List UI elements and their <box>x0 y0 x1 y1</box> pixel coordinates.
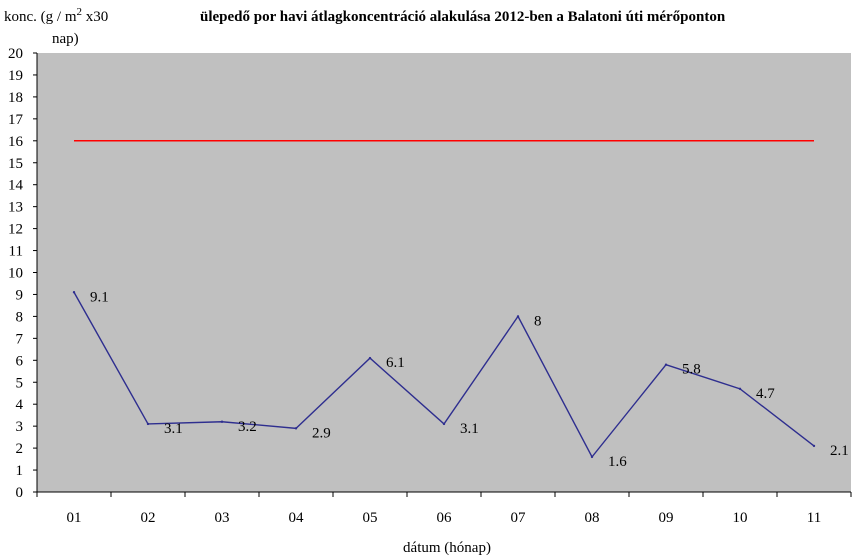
data-label: 2.9 <box>312 425 331 441</box>
data-point <box>738 387 742 391</box>
data-label-layer: 9.1 3.1 3.2 2.9 6.1 3.1 8 1.6 5.8 4.7 2.1 <box>90 289 849 470</box>
x-tick-label: 11 <box>807 510 821 526</box>
data-point <box>812 444 816 448</box>
plot-area <box>37 53 851 492</box>
y-tick-label: 17 <box>8 112 24 128</box>
y-tick-label: 7 <box>16 331 24 347</box>
y-tick-label: 19 <box>8 68 23 84</box>
data-label: 4.7 <box>756 386 775 402</box>
y-tick-label: 18 <box>8 90 23 106</box>
y-axis-title-line1: konc. (g / m2 x30 <box>4 6 108 25</box>
x-tick-label: 08 <box>585 510 600 526</box>
x-tick-label: 04 <box>289 510 305 526</box>
y-axis-title-line2: nap) <box>52 31 79 47</box>
data-point <box>368 356 372 360</box>
data-label: 8 <box>534 313 542 329</box>
data-label: 1.6 <box>608 454 627 470</box>
x-tick-label: 05 <box>363 510 378 526</box>
data-label: 6.1 <box>386 355 405 371</box>
y-tick-label: 12 <box>8 222 23 238</box>
data-point <box>146 422 150 426</box>
data-point <box>516 315 520 318</box>
y-tick-label: 2 <box>16 441 24 457</box>
y-tick-label: 6 <box>16 353 24 369</box>
data-label: 9.1 <box>90 289 109 305</box>
chart-title: ülepedő por havi átlagkoncentráció alaku… <box>200 9 726 25</box>
y-tick-label: 10 <box>8 266 23 282</box>
x-tick-label: 01 <box>67 510 82 526</box>
x-axis-title: dátum (hónap) <box>403 540 491 556</box>
y-axis-title-prefix: konc. (g / m <box>4 9 77 25</box>
data-label: 3.2 <box>238 419 257 435</box>
data-label: 2.1 <box>830 443 849 459</box>
data-point <box>220 420 224 423</box>
y-tick-label: 20 <box>8 46 23 62</box>
y-tick-label: 8 <box>16 309 24 325</box>
x-tick-label: 07 <box>511 510 527 526</box>
data-label: 5.8 <box>682 362 701 378</box>
y-tick-label: 0 <box>16 485 24 501</box>
x-tick-label: 06 <box>437 510 453 526</box>
data-point <box>294 427 298 430</box>
y-tick-label: 1 <box>16 463 24 479</box>
x-axis-ticks: 01 02 03 04 05 06 07 08 09 10 11 <box>36 492 852 526</box>
x-tick-label: 02 <box>141 510 156 526</box>
data-label: 3.1 <box>164 421 183 437</box>
y-tick-label: 15 <box>8 156 23 172</box>
y-axis-title-superscript: 2 <box>77 6 83 18</box>
y-tick-label: 3 <box>16 419 24 435</box>
x-tick-label: 03 <box>215 510 230 526</box>
data-point <box>590 455 594 459</box>
data-point <box>72 291 76 294</box>
series-layer <box>72 291 816 459</box>
y-tick-label: 14 <box>8 178 24 194</box>
y-tick-label: 11 <box>9 244 23 260</box>
y-axis-title-suffix: x30 <box>82 9 108 25</box>
x-tick-label: 10 <box>733 510 748 526</box>
y-tick-label: 16 <box>8 134 24 150</box>
data-label: 3.1 <box>460 421 479 437</box>
x-tick-label: 09 <box>659 510 674 526</box>
y-tick-label: 4 <box>16 397 24 413</box>
y-tick-label: 5 <box>16 375 24 391</box>
data-point <box>664 363 668 366</box>
data-point <box>442 422 446 426</box>
y-tick-label: 13 <box>8 200 23 216</box>
y-tick-label: 9 <box>16 287 24 303</box>
